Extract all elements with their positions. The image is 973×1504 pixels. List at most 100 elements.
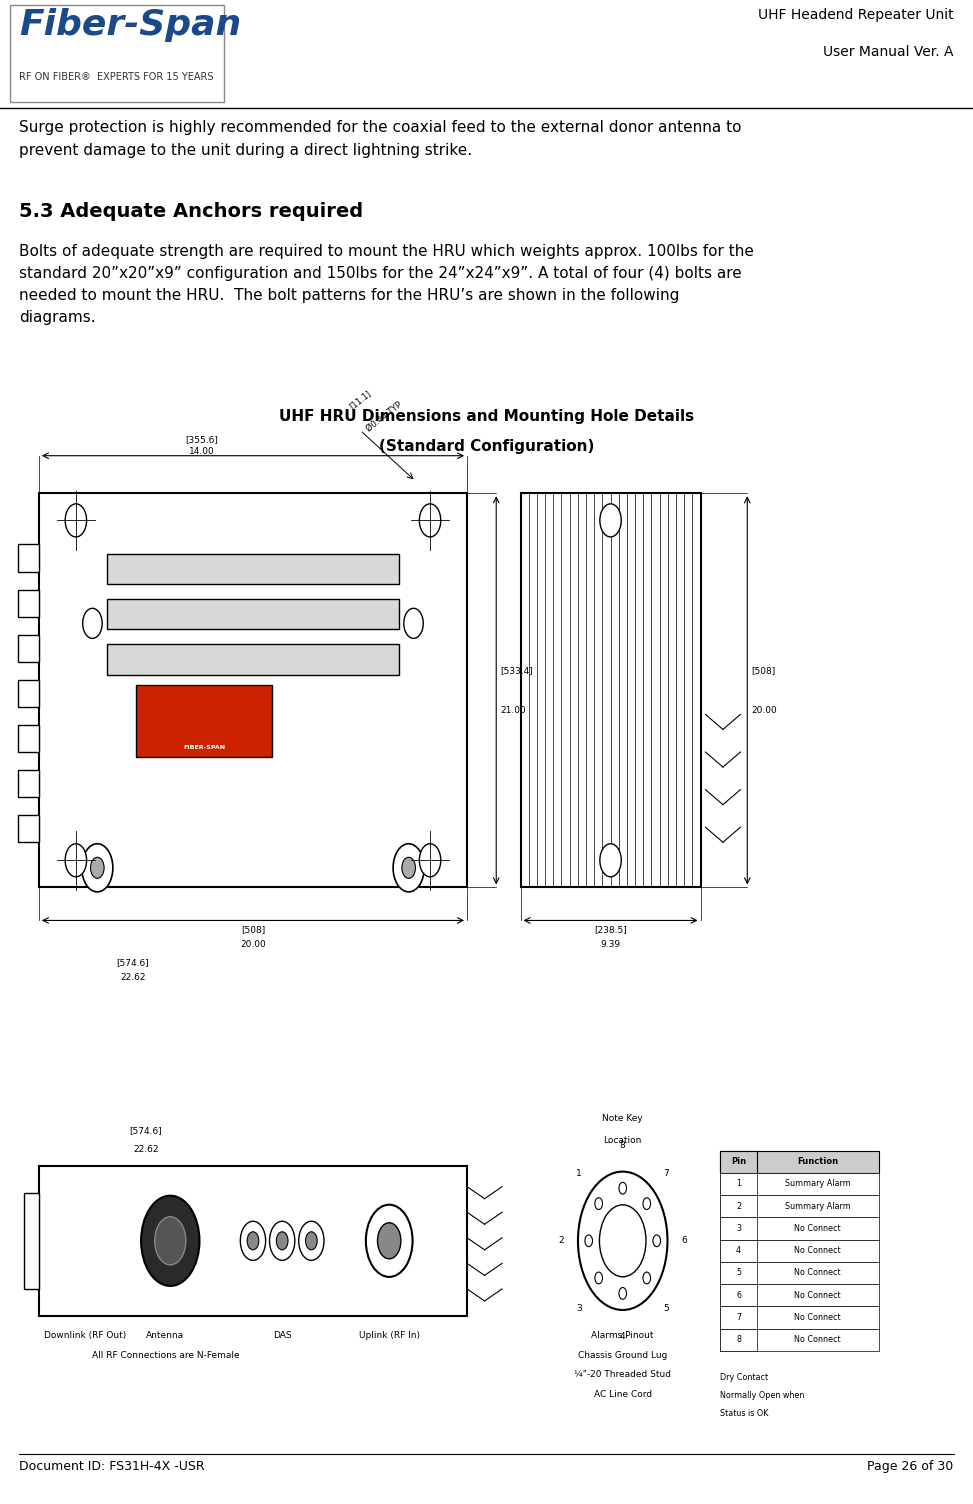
Text: 3: 3: [736, 1224, 741, 1233]
Text: Status is OK: Status is OK: [720, 1409, 769, 1418]
Bar: [720, 1217, 879, 1239]
Text: Note Key: Note Key: [602, 1114, 643, 1123]
Bar: [18, 680, 39, 707]
Circle shape: [643, 1272, 651, 1284]
Text: [574.6]: [574.6]: [129, 1126, 162, 1136]
Circle shape: [65, 504, 87, 537]
Bar: [18, 770, 39, 797]
Text: 5: 5: [664, 1304, 669, 1313]
Text: No Connect: No Connect: [795, 1290, 841, 1299]
Bar: [136, 686, 272, 758]
Bar: [720, 1151, 879, 1173]
Text: Surge protection is highly recommended for the coaxial feed to the external dono: Surge protection is highly recommended f…: [19, 120, 742, 158]
Text: 3: 3: [576, 1304, 582, 1313]
Circle shape: [595, 1197, 602, 1209]
Text: DAS: DAS: [272, 1331, 292, 1340]
Circle shape: [402, 857, 415, 878]
Text: FIBER-SPAN: FIBER-SPAN: [183, 744, 226, 750]
Circle shape: [595, 1272, 602, 1284]
Text: 4: 4: [736, 1247, 741, 1256]
Text: [238.5]: [238.5]: [595, 925, 627, 934]
Circle shape: [599, 1205, 646, 1277]
Text: (Standard Configuration): (Standard Configuration): [378, 439, 595, 454]
Bar: [107, 555, 399, 585]
Text: 6: 6: [736, 1290, 741, 1299]
Bar: [720, 1284, 879, 1307]
Bar: [107, 645, 399, 675]
Bar: [720, 1307, 757, 1328]
Circle shape: [82, 844, 113, 892]
Text: 22.62: 22.62: [121, 973, 146, 982]
Text: 21.00: 21.00: [500, 705, 525, 714]
Text: No Connect: No Connect: [795, 1313, 841, 1322]
Bar: [107, 600, 399, 630]
Text: Downlink (RF Out): Downlink (RF Out): [44, 1331, 126, 1340]
Text: 2: 2: [736, 1202, 741, 1211]
Text: 8: 8: [736, 1336, 741, 1345]
Circle shape: [643, 1197, 651, 1209]
Text: 9.39: 9.39: [600, 940, 621, 949]
Text: ¼"-20 Threaded Stud: ¼"-20 Threaded Stud: [574, 1370, 671, 1379]
Bar: [18, 725, 39, 752]
Text: 1: 1: [736, 1179, 741, 1188]
Circle shape: [619, 1287, 627, 1299]
Bar: [720, 1239, 879, 1262]
Text: AC Line Cord: AC Line Cord: [594, 1390, 652, 1399]
Text: 20.00: 20.00: [751, 705, 776, 714]
Text: [355.6]: [355.6]: [185, 435, 218, 444]
Bar: [720, 1328, 757, 1351]
Circle shape: [141, 1196, 199, 1286]
Bar: [720, 1262, 879, 1284]
Text: 5.3 Adequate Anchors required: 5.3 Adequate Anchors required: [19, 202, 364, 221]
Bar: [39, 493, 467, 887]
Bar: [39, 1166, 467, 1316]
Circle shape: [404, 608, 423, 638]
Text: [574.6]: [574.6]: [117, 958, 150, 967]
Text: Fiber-Span: Fiber-Span: [19, 8, 241, 42]
Bar: [720, 1328, 879, 1351]
Text: 6: 6: [682, 1236, 687, 1245]
Text: No Connect: No Connect: [795, 1247, 841, 1256]
Text: Chassis Ground Lug: Chassis Ground Lug: [578, 1351, 667, 1360]
Bar: [720, 1173, 757, 1196]
Bar: [720, 1151, 757, 1173]
Text: Normally Open when: Normally Open when: [720, 1391, 805, 1400]
Circle shape: [585, 1235, 593, 1247]
Bar: [18, 815, 39, 842]
Bar: [18, 590, 39, 617]
Text: User Manual Ver. A: User Manual Ver. A: [823, 45, 954, 59]
Text: UHF HRU Dimensions and Mounting Hole Details: UHF HRU Dimensions and Mounting Hole Det…: [279, 409, 694, 424]
Text: 7: 7: [736, 1313, 741, 1322]
Bar: [720, 1262, 757, 1284]
Text: Function: Function: [797, 1157, 839, 1166]
Circle shape: [419, 504, 441, 537]
Bar: [24, 1193, 39, 1289]
Text: [533.4]: [533.4]: [500, 666, 533, 675]
Text: 5: 5: [736, 1268, 741, 1277]
Text: [508]: [508]: [751, 666, 775, 675]
Text: Summary Alarm: Summary Alarm: [785, 1202, 850, 1211]
Text: [508]: [508]: [241, 925, 265, 934]
Bar: [720, 1196, 879, 1217]
Circle shape: [155, 1217, 186, 1265]
Text: 7: 7: [664, 1169, 669, 1178]
Text: Document ID: FS31H-4X -USR: Document ID: FS31H-4X -USR: [19, 1460, 205, 1474]
Circle shape: [653, 1235, 661, 1247]
Text: Summary Alarm: Summary Alarm: [785, 1179, 850, 1188]
Circle shape: [247, 1232, 259, 1250]
Text: 22.62: 22.62: [133, 1145, 159, 1154]
Bar: [10, 5, 224, 102]
Circle shape: [599, 844, 621, 877]
Text: RF ON FIBER®  EXPERTS FOR 15 YEARS: RF ON FIBER® EXPERTS FOR 15 YEARS: [19, 72, 214, 83]
Text: 4: 4: [620, 1331, 626, 1340]
Circle shape: [65, 844, 87, 877]
Text: Alarms Pinout: Alarms Pinout: [592, 1331, 654, 1340]
Circle shape: [578, 1172, 667, 1310]
Text: Dry Contact: Dry Contact: [720, 1373, 768, 1382]
Text: 1: 1: [576, 1169, 582, 1178]
Bar: [18, 544, 39, 572]
Text: UHF Headend Repeater Unit: UHF Headend Repeater Unit: [758, 8, 954, 21]
Text: 2: 2: [559, 1236, 563, 1245]
Bar: [720, 1239, 757, 1262]
Text: Pin: Pin: [731, 1157, 746, 1166]
